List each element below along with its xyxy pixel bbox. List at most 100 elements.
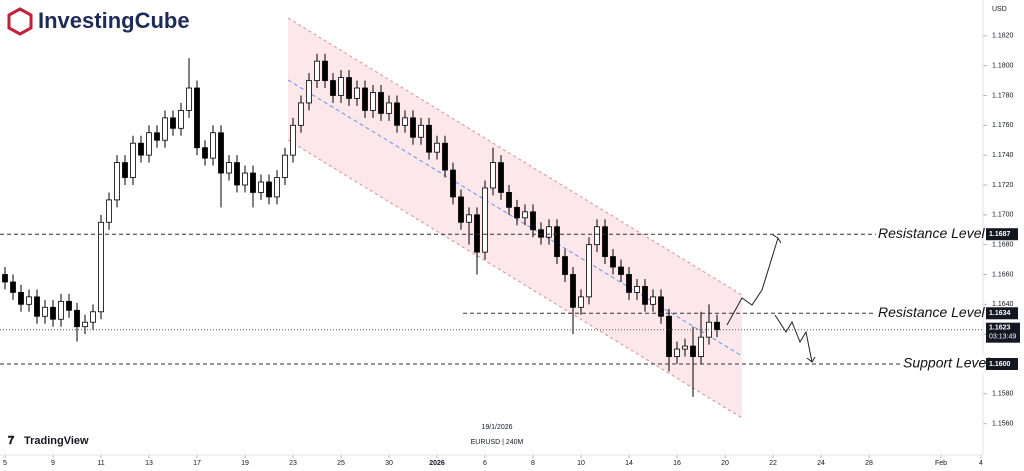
price-box	[986, 307, 1018, 320]
candle-body	[426, 124, 432, 153]
candle-body	[74, 309, 80, 328]
candle-body	[554, 226, 560, 257]
candle-body	[370, 92, 376, 111]
candle-body	[698, 336, 704, 357]
candle-body	[626, 274, 632, 293]
candle-body	[650, 296, 656, 305]
candle-body	[154, 132, 160, 141]
x-tick-label: 23	[289, 460, 297, 467]
candle-body	[194, 87, 200, 149]
candle-body	[26, 296, 32, 305]
countdown: 03:13:49	[989, 334, 1016, 341]
candle-body	[498, 162, 504, 193]
candle-body	[114, 162, 120, 201]
candle-body	[306, 80, 312, 104]
candle-body	[122, 162, 128, 178]
arrowhead	[806, 356, 816, 363]
x-tick-label: 17	[193, 460, 201, 467]
candle-body	[434, 142, 440, 153]
x-tick-label: Feb	[935, 460, 947, 467]
candle-body	[130, 142, 136, 178]
candle-body	[506, 192, 512, 208]
projection-down	[774, 314, 813, 363]
candle-body	[674, 348, 680, 357]
candle-body	[330, 80, 336, 96]
candle-body	[354, 87, 360, 99]
candle-body	[186, 87, 192, 111]
price-box	[986, 358, 1018, 370]
candle-body	[466, 214, 472, 223]
y-tick-label: 1.1780	[992, 92, 1014, 99]
candle-body	[50, 306, 56, 320]
candle-body	[474, 214, 480, 253]
channel-mid	[287, 79, 743, 357]
candle-body	[2, 274, 8, 283]
candle-body	[242, 172, 248, 186]
x-tick-label: 11	[97, 460, 104, 467]
candle-body	[482, 187, 488, 253]
y-tick-label: 1.1660	[992, 271, 1014, 278]
y-tick-label: 1.1760	[992, 122, 1014, 129]
x-tick-label: 8	[531, 460, 535, 467]
candle-body	[634, 286, 640, 293]
logo-icon	[7, 7, 33, 36]
candle-body	[658, 296, 664, 317]
currency: USD	[992, 6, 1007, 13]
logo: InvestingCube	[7, 7, 190, 36]
candle-body	[522, 211, 528, 219]
candle-body	[218, 132, 224, 174]
level-label-bg	[901, 355, 1007, 373]
channel-lower	[287, 139, 743, 419]
candle-body	[210, 132, 216, 159]
y-tick-label: 1.1640	[992, 301, 1014, 308]
channel-upper	[287, 17, 743, 296]
candle-body	[162, 117, 168, 141]
candle-body	[490, 162, 496, 189]
source: TradingView	[24, 435, 89, 447]
candle-body	[346, 77, 352, 99]
candle-body	[410, 117, 416, 138]
x-tick-label: 9	[51, 460, 55, 467]
candle-body	[338, 77, 344, 96]
plot: 1.1820 1.1800 1.1780 1.1760 1.1740 1.1720 1.17…	[2, 33, 1014, 467]
candle-body	[402, 117, 408, 126]
candle-body	[90, 311, 96, 323]
x-tick-label: 16	[673, 460, 681, 467]
price-box	[986, 322, 1020, 343]
candle-body	[530, 211, 536, 231]
price-box-label: 1.1687	[989, 231, 1011, 238]
x-tick-label: 2026	[429, 460, 445, 467]
price-box-label: 1.1600	[989, 361, 1011, 368]
y-tick-label: 1.1700	[992, 212, 1014, 219]
tv-mark: 𝟕	[8, 435, 15, 447]
candle-body	[138, 142, 144, 156]
x-tick-label: 4	[979, 460, 983, 467]
candle-body	[314, 60, 320, 81]
candle-body	[202, 147, 208, 159]
symbol-label: EURUSD | 240M	[471, 439, 524, 446]
x-tick-label: 22	[769, 460, 777, 467]
candle-body	[602, 226, 608, 257]
candle-body	[322, 60, 328, 81]
arrowhead	[772, 234, 782, 244]
candle-body	[274, 177, 280, 198]
candle-body	[290, 124, 296, 156]
y-tick-label: 1.1680	[992, 241, 1014, 248]
logo-text: InvestingCube	[38, 8, 190, 33]
level-label: Resistance Level 2	[878, 225, 997, 241]
candle-body	[170, 117, 176, 129]
projection-up	[726, 237, 779, 326]
candle-body	[10, 281, 16, 293]
candle-body	[266, 181, 272, 198]
candle-body	[442, 142, 448, 171]
candle-body	[178, 109, 184, 129]
y-tick-label: 1.1580	[992, 391, 1014, 398]
level-label: Support Level	[903, 355, 990, 371]
y-tick-label: 1.1560	[992, 421, 1014, 428]
candle-body	[538, 229, 544, 238]
candle-body	[594, 226, 600, 246]
candle-body	[378, 92, 384, 114]
candle-body	[666, 315, 672, 357]
x-tick-label: 19	[241, 460, 249, 467]
x-tick-label: 5	[3, 460, 7, 467]
